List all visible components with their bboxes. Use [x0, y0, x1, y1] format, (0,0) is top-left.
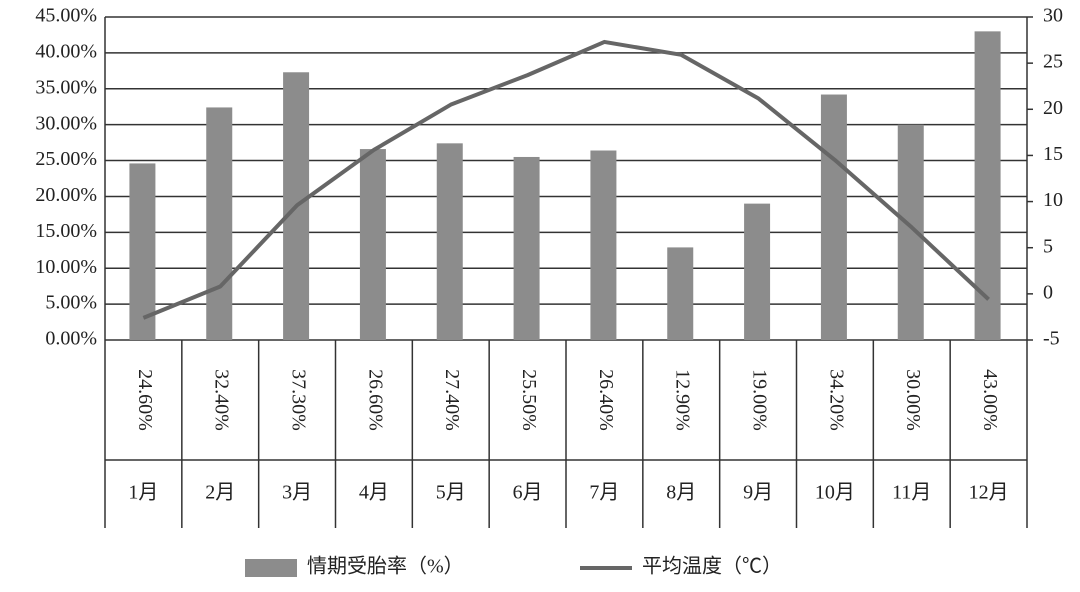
legend-label: 情期受胎率（%）: [307, 555, 464, 578]
x-tick-label: 8月: [666, 482, 696, 504]
x-tick-label: 12月: [969, 482, 1009, 504]
x-tick-label: 1月: [128, 482, 158, 504]
bar: [359, 149, 386, 340]
x-tick-label: 3月: [282, 482, 312, 504]
bar: [513, 156, 540, 340]
value-label: 27.40%: [441, 369, 463, 431]
x-tick-label: 2月: [205, 482, 235, 504]
value-label: 26.40%: [595, 369, 617, 431]
bar: [974, 31, 1001, 340]
bar: [129, 163, 156, 340]
y2-tick-label: 25: [1043, 51, 1063, 73]
value-label: 19.00%: [748, 369, 770, 431]
x-tick-label: 5月: [436, 482, 466, 504]
y-tick-label: 15.00%: [35, 220, 97, 242]
y-tick-label: 40.00%: [35, 40, 97, 62]
y-tick-label: 30.00%: [35, 112, 97, 134]
y-tick-label: 45.00%: [35, 5, 97, 27]
y2-tick-label: 15: [1043, 143, 1063, 165]
bar: [590, 150, 617, 340]
legend-swatch: [245, 559, 297, 577]
y2-tick-label: -5: [1043, 328, 1060, 350]
value-label: 30.00%: [902, 369, 924, 431]
y2-tick-label: 30: [1043, 5, 1063, 27]
bar: [820, 94, 847, 341]
line: [142, 39, 990, 320]
bar: [436, 143, 463, 340]
bar: [206, 107, 233, 340]
x-tick-label: 6月: [513, 482, 543, 504]
y-tick-label: 25.00%: [35, 148, 97, 170]
value-label: 37.30%: [287, 369, 309, 431]
bar: [744, 203, 771, 340]
y2-tick-label: 10: [1043, 189, 1063, 211]
value-label: 43.00%: [979, 369, 1001, 431]
y-tick-label: 35.00%: [35, 76, 97, 98]
y2-tick-label: 20: [1043, 97, 1063, 119]
x-tick-label: 9月: [743, 482, 773, 504]
value-label: 26.60%: [364, 369, 386, 431]
bar: [667, 247, 694, 340]
legend-label: 平均温度（℃）: [642, 555, 782, 578]
value-label: 12.90%: [672, 369, 694, 431]
x-tick-label: 11月: [892, 482, 931, 504]
value-label: 32.40%: [211, 369, 233, 431]
y-tick-label: 10.00%: [35, 256, 97, 278]
value-label: 34.20%: [825, 369, 847, 431]
y-tick-label: 20.00%: [35, 184, 97, 206]
x-tick-label: 10月: [815, 482, 855, 504]
y-tick-label: 5.00%: [45, 292, 97, 314]
y-tick-label: 0.00%: [45, 328, 97, 350]
x-tick-label: 4月: [359, 482, 389, 504]
value-label: 24.60%: [134, 369, 156, 431]
y2-tick-label: 0: [1043, 281, 1053, 303]
value-label: 25.50%: [518, 369, 540, 431]
y2-tick-label: 5: [1043, 235, 1053, 257]
x-tick-label: 7月: [589, 482, 619, 504]
